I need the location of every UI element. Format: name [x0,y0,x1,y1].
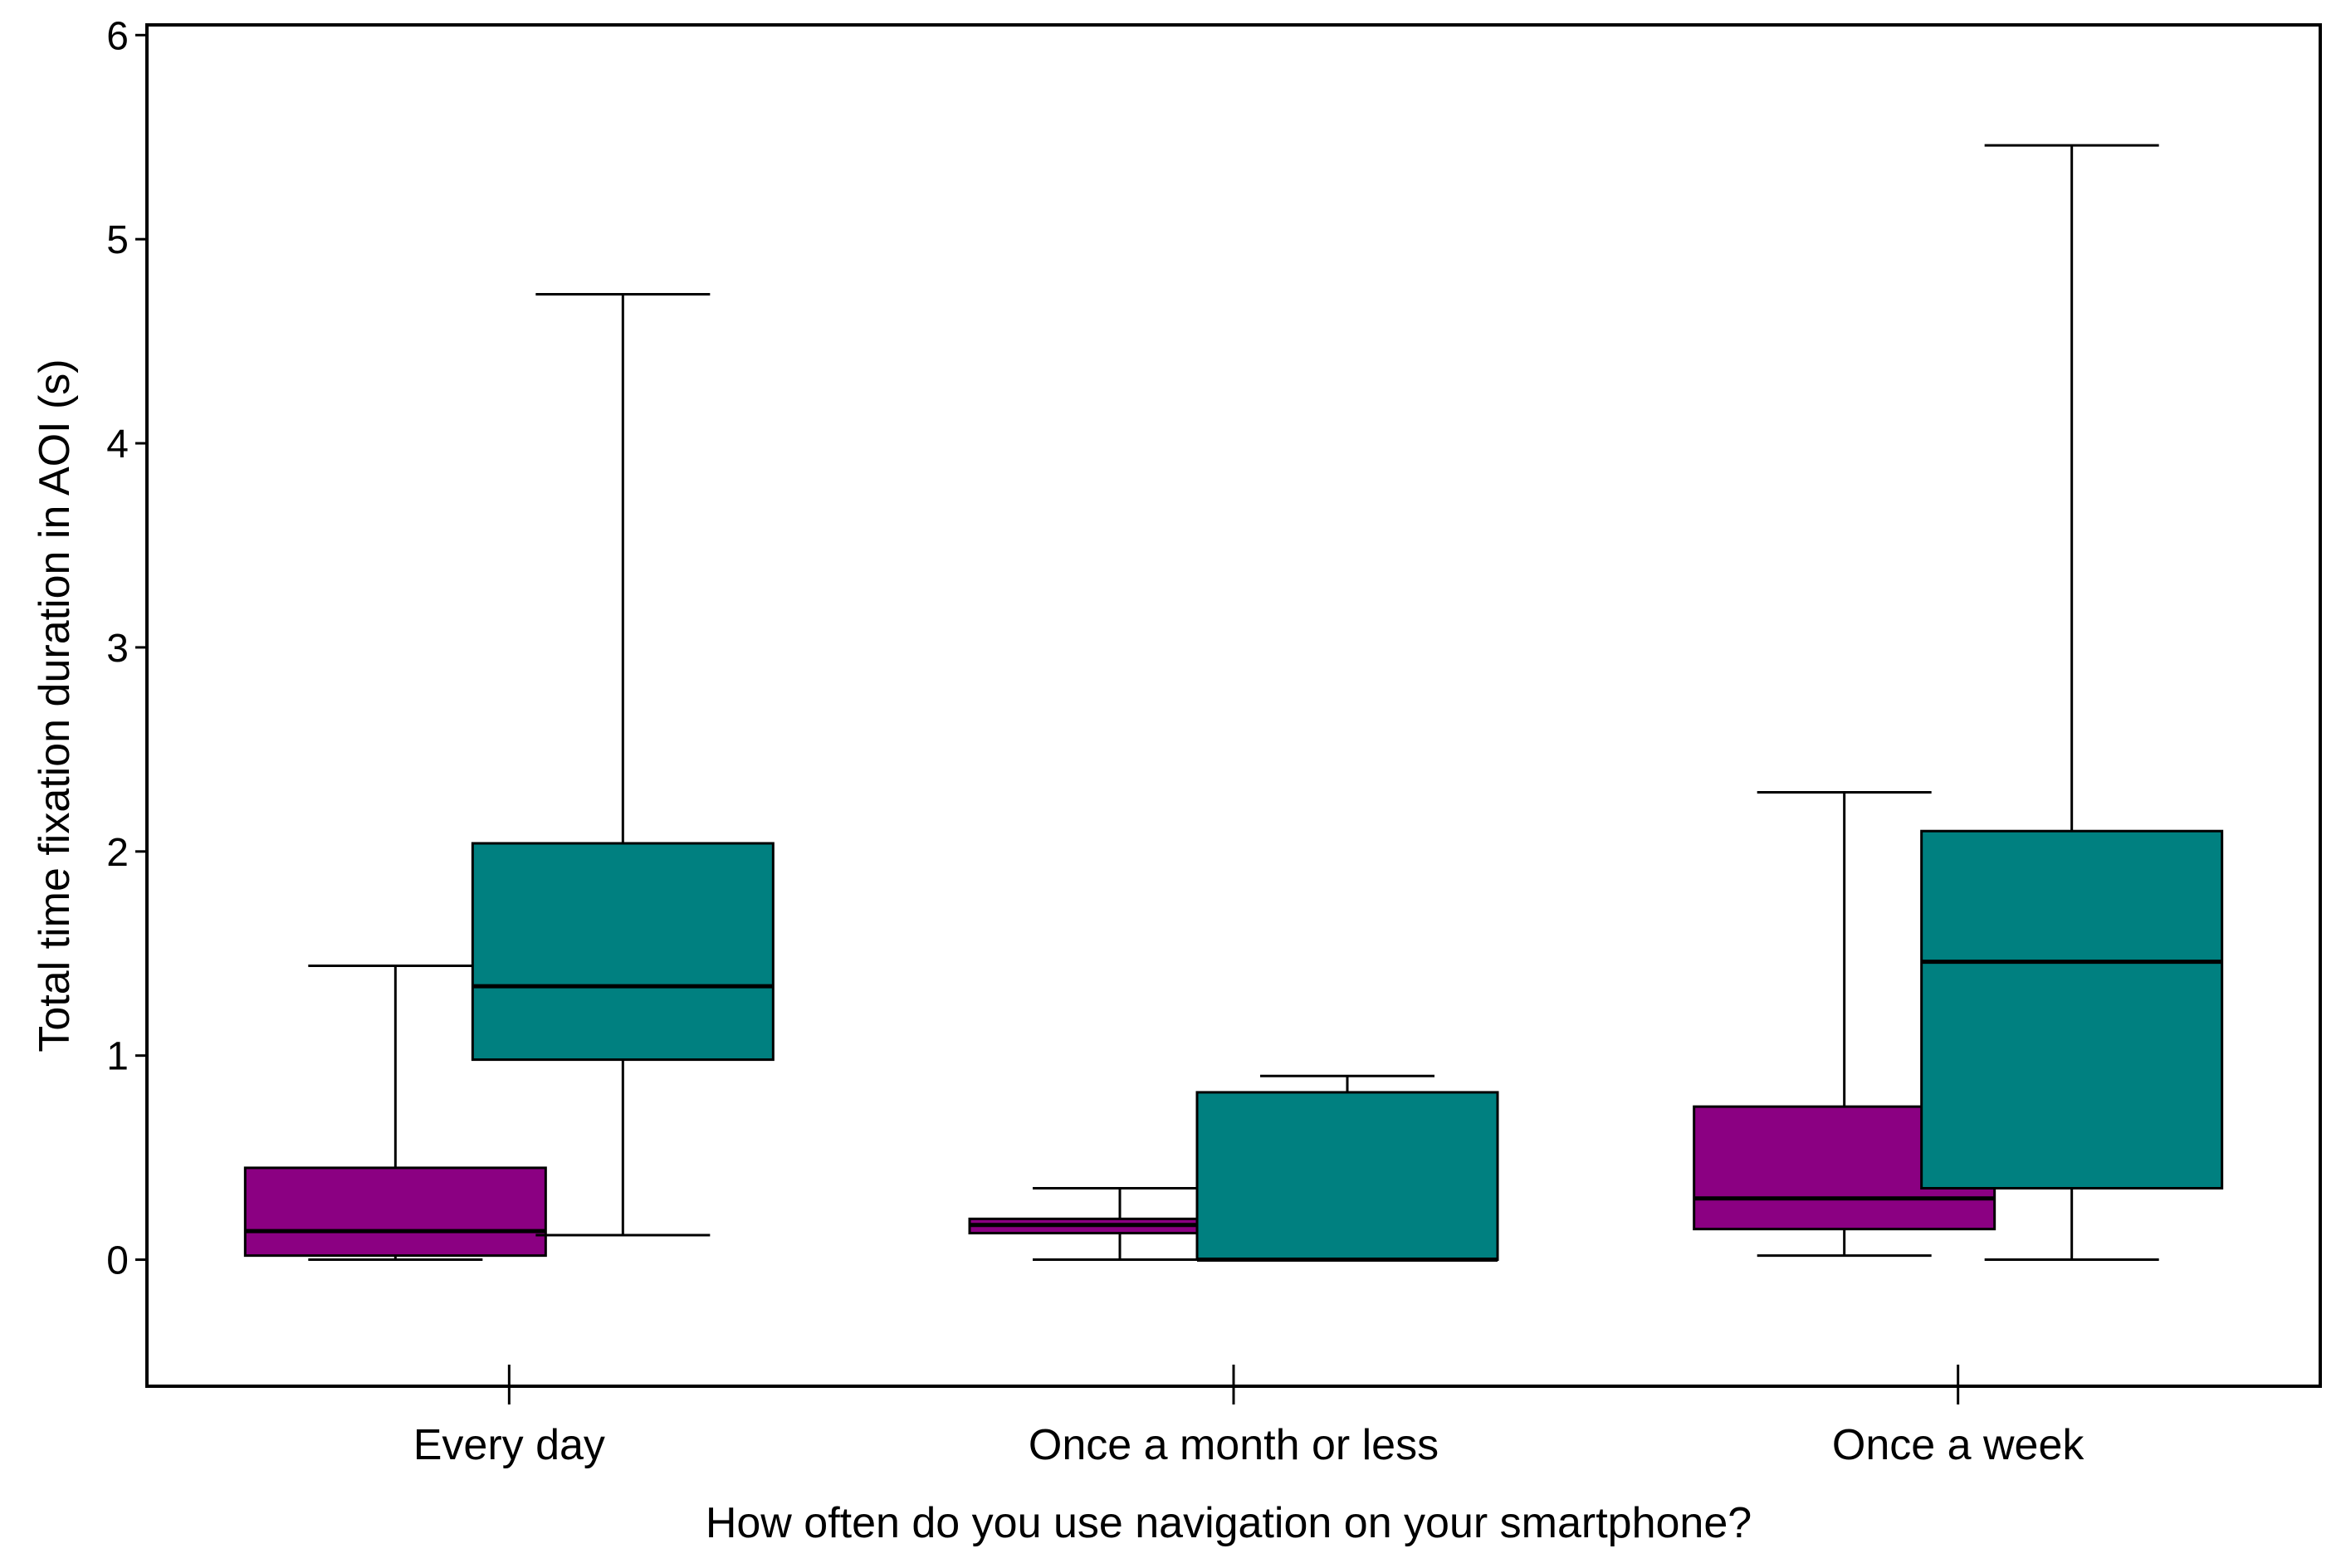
y-tick-label-4: 4 [106,423,129,466]
box-purple-0 [243,964,547,1262]
y-tick-label-1: 1 [106,1035,129,1079]
x-tick-label-0: Every day [413,1421,605,1469]
x-tick-label-2: Once a week [1832,1421,2084,1469]
y-tick-label-3: 3 [106,627,129,671]
y-tick-label-0: 0 [106,1239,129,1283]
box-body [1920,829,2224,1189]
box-body [471,842,775,1062]
box-teal-2 [1920,144,2224,1262]
y-tick-label-5: 5 [106,218,129,262]
y-axis: 0 1 2 3 4 5 6 [106,14,147,1283]
box-body [243,1166,547,1258]
x-tick-label-1: Once a month or less [1029,1421,1439,1469]
box-teal-1 [1195,1074,1499,1263]
y-axis-title: Total time fixation duration in AOI (s) [31,359,79,1052]
box-body [1195,1091,1499,1262]
box-teal-0 [471,293,775,1237]
x-axis: Every day Once a month or less Once a week [413,1365,2084,1469]
y-tick-label-2: 2 [106,831,129,875]
y-tick-label-6: 6 [106,14,129,58]
x-axis-title: How often do you use navigation on your … [706,1499,1752,1547]
boxes [243,144,2224,1263]
